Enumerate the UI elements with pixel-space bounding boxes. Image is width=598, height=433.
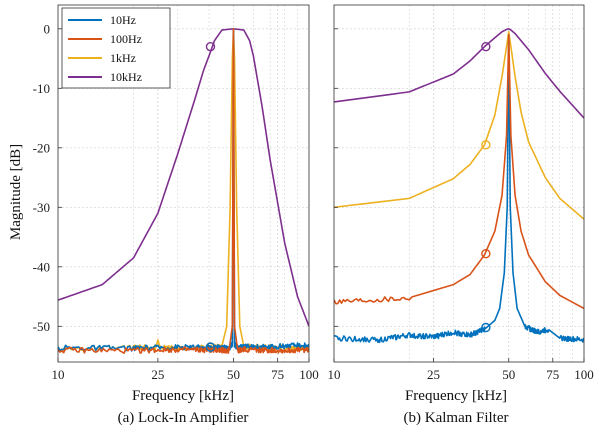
legend-label-1khz: 1kHz (110, 51, 136, 65)
marker-100hz (481, 249, 491, 259)
y-tick-label: -20 (33, 140, 50, 155)
x-tick-label: 25 (427, 367, 440, 382)
axes-frame-b (333, 4, 585, 363)
x-tick-label: 50 (227, 367, 240, 382)
y-axis-label: Magnitude [dB] (8, 144, 24, 240)
x-tick-label: 10 (328, 367, 341, 382)
x-tick-label: 75 (546, 367, 559, 382)
series-line-100hz (58, 28, 309, 354)
series-line-1khz (334, 30, 584, 220)
series-line-10khz (58, 28, 309, 327)
series-line-10hz (334, 33, 584, 344)
marker-1khz (481, 140, 491, 150)
y-tick-label: -50 (33, 319, 50, 334)
y-tick-label: 0 (44, 21, 51, 36)
plot-area-b (334, 5, 584, 362)
marker-10khz (205, 41, 216, 52)
panel-kalman-filter: 10 25 50 75 100 (328, 4, 594, 382)
caption-a: (a) Lock-In Amplifier (118, 410, 249, 426)
marker-10khz (481, 41, 491, 52)
x-tick-label: 50 (502, 367, 515, 382)
marker-10hz (481, 322, 491, 333)
legend-label-100hz: 100Hz (110, 32, 142, 46)
series-line-10khz (334, 28, 584, 119)
series-group-a (58, 28, 309, 354)
series-line-10hz (58, 28, 309, 352)
panel-lock-in-amplifier: 10 25 50 75 100 0 -10 -20 -30 -40 -50 (33, 4, 319, 382)
x-tick-label: 25 (151, 367, 164, 382)
marker-10hz (205, 342, 216, 352)
series-group-b (334, 28, 584, 344)
y-tick-label: -40 (33, 259, 50, 274)
y-tick-label: -30 (33, 200, 50, 215)
x-tick-label: 100 (299, 367, 319, 382)
legend-label-10hz: 10Hz (110, 13, 136, 27)
legend-box (61, 7, 171, 89)
legend-label-10khz: 10kHz (110, 70, 142, 84)
x-axis-label-b: Frequency [kHz] (405, 388, 507, 404)
caption-b: (b) Kalman Filter (404, 410, 509, 426)
x-tick-label: 100 (574, 367, 594, 382)
x-tick-label: 75 (271, 367, 284, 382)
series-line-100hz (334, 33, 584, 310)
legend: 10Hz 100Hz 1kHz 10kHz (61, 7, 171, 89)
x-tick-label: 10 (52, 367, 65, 382)
y-tick-label: -10 (33, 81, 50, 96)
axes-frame-a (57, 4, 310, 363)
x-axis-label-a: Frequency [kHz] (132, 388, 234, 404)
